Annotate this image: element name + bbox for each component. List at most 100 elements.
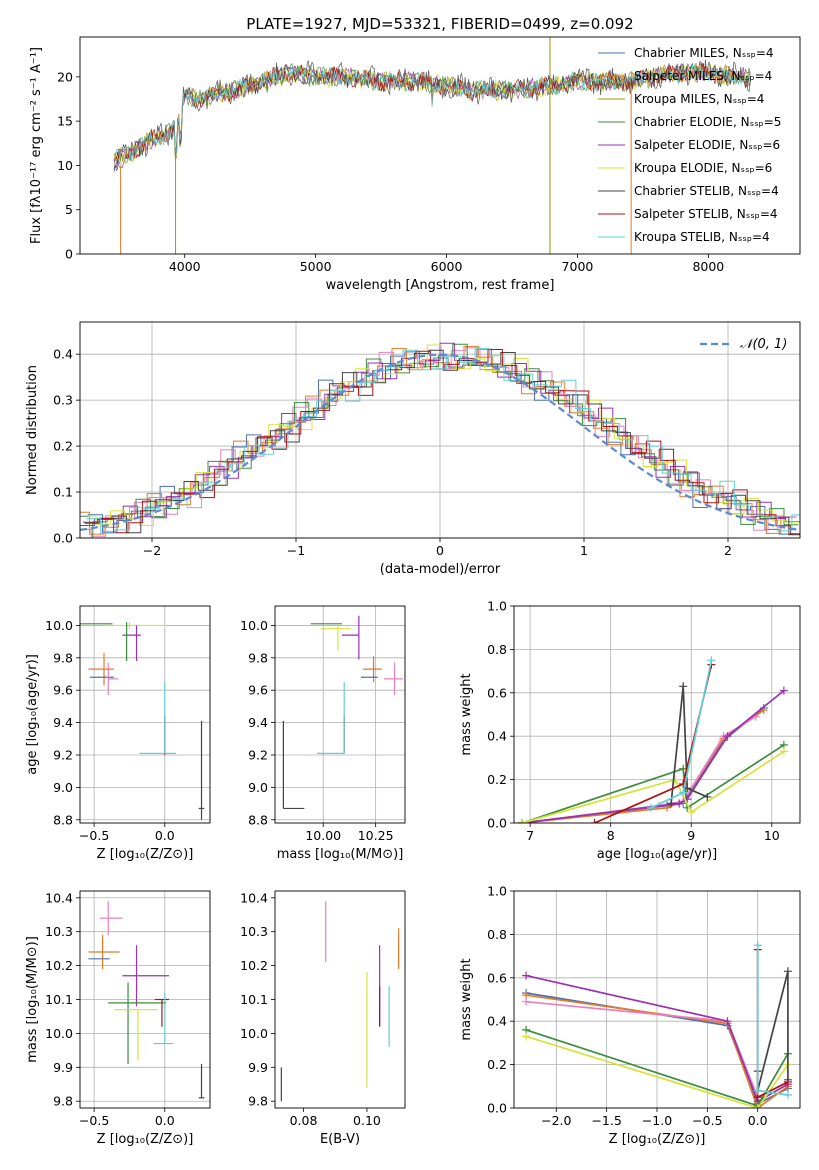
- mass-vs-z-xtick-label: −0.5: [79, 1113, 109, 1128]
- mass-weight-vs-z-series-6-marker-2: [783, 967, 792, 976]
- age-vs-mass-ytick-label: 9.6: [248, 683, 268, 698]
- spectrum-ytick-label: 0: [65, 247, 73, 262]
- mass-weight-vs-z-ylabel: mass weight: [459, 958, 474, 1040]
- mass-weight-vs-age-lines: [518, 656, 788, 823]
- spectrum-xlabel: wavelength [Angstrom, rest frame]: [326, 278, 555, 293]
- age-vs-z-xtick-label: −0.5: [79, 828, 109, 843]
- mass-weight-vs-age-ytick-label: 0.8: [487, 642, 507, 657]
- mass-weight-vs-z-series-5-marker-1: [753, 1104, 762, 1108]
- mass-weight-vs-z-series-3-marker-1: [723, 1017, 732, 1026]
- spectrum-frame: [79, 36, 801, 255]
- mass-vs-ebv-xlabel: E(B-V): [320, 1132, 360, 1147]
- mass-weight-vs-age-ytick-label: 0.2: [487, 772, 507, 787]
- age-vs-z-xtick-label: 0.0: [155, 828, 175, 843]
- mass-weight-vs-age-series-8-marker-1: [679, 788, 688, 797]
- residuals-xlabel: (data-model)/error: [380, 562, 501, 577]
- spectrum-ytick-label: 5: [65, 202, 73, 217]
- mass-weight-vs-z-series-3-marker-0: [522, 971, 531, 980]
- mass-weight-vs-age-series-6-marker-0: [667, 799, 676, 808]
- residuals-histogram-7: [84, 349, 800, 535]
- mass-weight-vs-age-series-8-marker-2: [707, 656, 716, 665]
- residuals-xtick-label: −2: [143, 543, 161, 558]
- mass-weight-vs-age-series-5: [521, 750, 785, 823]
- mass-vs-z-xlabel: Z [log₁₀(Z/Z⊙)]: [97, 1132, 194, 1147]
- spectrum-ylabel: Flux [fλ10⁻¹⁷ erg cm⁻² s⁻¹ A⁻¹]: [29, 47, 44, 244]
- mass-weight-vs-age-series-8-marker-0: [646, 803, 655, 812]
- age-vs-z-ytick-label: 9.8: [53, 650, 73, 665]
- mass-weight-vs-z-ytick-label: 0.4: [487, 1014, 507, 1029]
- mass-vs-z-ytick-label: 10.3: [45, 924, 73, 939]
- mass-weight-vs-age-ylabel: mass weight: [459, 673, 474, 755]
- residuals-ytick-label: 0.0: [53, 531, 73, 546]
- mass-weight-vs-age-xtick-label: 9: [687, 828, 695, 843]
- mass-weight-vs-z-ytick-label: 0.0: [487, 1101, 507, 1116]
- mass-weight-vs-z-series-7-marker-2: [783, 1077, 792, 1086]
- mass-weight-vs-z-ytick-label: 1.0: [487, 884, 507, 899]
- residuals-frame: [79, 321, 801, 539]
- spectrum-xtick-label: 5000: [300, 259, 332, 274]
- mass-weight-vs-z-xtick-label: −2.0: [541, 1113, 571, 1128]
- mass-weight-vs-z-xlabel: Z [log₁₀(Z/Z⊙)]: [609, 1132, 706, 1147]
- mass-weight-vs-age-xtick-label: 7: [526, 828, 534, 843]
- residuals-xtick-label: −1: [287, 543, 305, 558]
- mass-vs-z-ylabel: mass [log₁₀(M/M⊙)]: [25, 936, 40, 1063]
- mass-weight-vs-age-series-4: [521, 689, 785, 823]
- mass-vs-ebv-points: [280, 901, 400, 1102]
- mass-weight-vs-z-ytick-label: 0.6: [487, 970, 507, 985]
- spectrum-ytick-label: 10: [57, 158, 73, 173]
- mass-weight-vs-z-xtick-label: −1.5: [591, 1113, 621, 1128]
- age-vs-mass-ytick-label: 9.2: [248, 747, 268, 762]
- residuals-xtick-label: 2: [724, 543, 732, 558]
- mass-weight-vs-z-ytick-label: 0.8: [487, 927, 507, 942]
- age-vs-mass-xlabel: mass [log₁₀(M/M⊙)]: [277, 847, 404, 862]
- mass-weight-vs-z-series-5-marker-0: [522, 1032, 531, 1041]
- mass-weight-vs-age-series-4-marker-1: [675, 799, 684, 808]
- age-vs-mass-ytick-label: 9.8: [248, 650, 268, 665]
- spectrum-legend-label: Kroupa STELIB, Nₛₛₚ=4: [634, 230, 770, 244]
- mass-weight-vs-z-series-1: [525, 994, 789, 1108]
- mass-vs-z-ytick-label: 9.8: [53, 1094, 73, 1109]
- age-vs-z-points: [80, 622, 205, 820]
- mass-weight-vs-z-series-2-marker-0: [522, 997, 531, 1006]
- residuals-xtick-label: 0: [436, 543, 444, 558]
- mass-weight-vs-age-series-4-marker-4: [779, 686, 788, 695]
- mass-weight-vs-age-ytick-label: 1.0: [487, 599, 507, 614]
- age-vs-z-ytick-label: 9.6: [53, 683, 73, 698]
- spectrum-ytick-label: 15: [57, 114, 73, 129]
- age-vs-mass-xtick-label: 10.00: [305, 828, 341, 843]
- residuals-histogram-3: [80, 343, 799, 538]
- spectrum-legend-label: Chabrier STELIB, Nₛₛₚ=4: [634, 184, 779, 198]
- age-vs-mass-frame: [274, 605, 406, 824]
- age-vs-mass-points: [282, 615, 403, 810]
- mass-vs-ebv-ytick-label: 10.0: [240, 1026, 268, 1041]
- residuals-xtick-label: 1: [580, 543, 588, 558]
- mass-weight-vs-age-series-2: [521, 715, 757, 823]
- age-vs-z-ytick-label: 9.2: [53, 747, 73, 762]
- spectrum-legend-label: Salpeter MILES, Nₛₛₚ=4: [634, 69, 772, 83]
- age-vs-z-ylabel: age [log₁₀(age/yr)]: [25, 654, 40, 775]
- age-vs-mass-ytick-label: 9.0: [248, 780, 268, 795]
- spectrum-xtick-label: 8000: [692, 259, 724, 274]
- mass-weight-vs-age-series-5-marker-1: [671, 775, 680, 784]
- spectrum-legend-label: Salpeter ELODIE, Nₛₛₚ=6: [634, 138, 780, 152]
- mass-vs-z-xtick-label: 0.0: [155, 1113, 175, 1128]
- mass-vs-ebv-ytick-label: 10.4: [240, 890, 268, 905]
- mass-vs-ebv-frame: [274, 890, 406, 1109]
- mass-weight-vs-age-ytick-label: 0.0: [487, 816, 507, 831]
- spectrum-series-8: [113, 62, 751, 164]
- mass-vs-z-ytick-label: 9.9: [53, 1060, 73, 1075]
- mass-weight-vs-age-series-7-marker-0: [590, 819, 599, 823]
- mass-weight-vs-age-series-6-marker-3: [703, 792, 712, 801]
- age-vs-mass-ytick-label: 10.0: [240, 618, 268, 633]
- mass-vs-z-ytick-label: 10.2: [45, 958, 73, 973]
- residuals-ylabel: Normed distribution: [25, 365, 40, 495]
- mass-vs-ebv-ytick-label: 9.9: [248, 1060, 268, 1075]
- mass-weight-vs-age-ytick-label: 0.4: [487, 729, 507, 744]
- mass-weight-vs-z-series-8-marker-2: [783, 1090, 792, 1099]
- residuals-histogram-4: [80, 342, 800, 526]
- spectrum-legend-label: Salpeter STELIB, Nₛₛₚ=4: [634, 207, 778, 221]
- mass-vs-ebv-xtick-label: 0.08: [290, 1113, 318, 1128]
- mass-vs-z-ytick-label: 10.1: [45, 992, 73, 1007]
- mass-vs-ebv-ytick-label: 10.2: [240, 958, 268, 973]
